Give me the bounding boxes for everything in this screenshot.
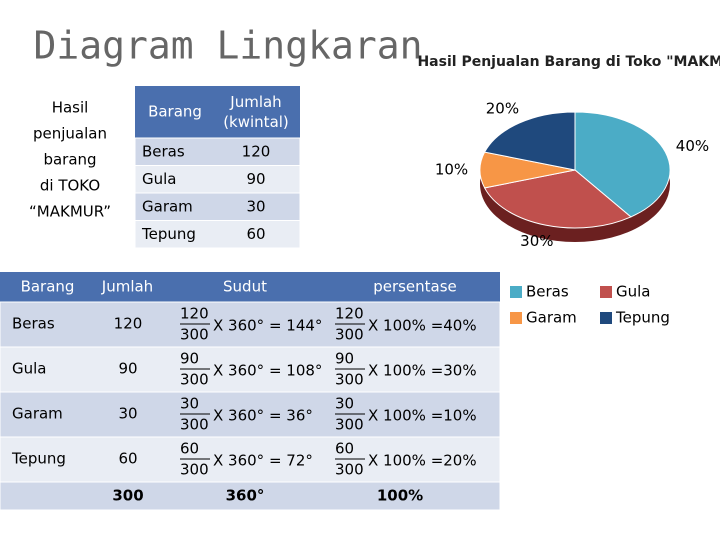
table-cell: Garam xyxy=(12,405,63,423)
legend-swatch xyxy=(600,312,612,324)
table-cell: 90 xyxy=(246,170,265,188)
table-header-cell: persentase xyxy=(373,278,457,296)
table-row xyxy=(134,165,301,194)
table-header-cell: Jumlah xyxy=(101,278,153,296)
legend-swatch xyxy=(510,312,522,324)
table-cell: Gula xyxy=(12,360,47,378)
table-header-cell: Jumlah (kwintal) xyxy=(223,93,289,131)
pie-label: 30% xyxy=(520,232,553,250)
fraction-numerator: 90 xyxy=(335,350,354,368)
table-cell: 60 xyxy=(246,225,265,243)
slide-title: Diagram Lingkaran xyxy=(34,24,423,68)
fraction-denominator: 300 xyxy=(180,416,209,434)
pie-label: 40% xyxy=(676,137,709,155)
table-header-cell: Sudut xyxy=(223,278,267,296)
legend-label: Gula xyxy=(616,283,651,301)
table-cell: Garam xyxy=(142,198,193,216)
table-cell: 120 xyxy=(114,315,143,333)
side-text: penjualan xyxy=(33,125,107,143)
pie-slice xyxy=(483,169,632,229)
fraction-denominator: 300 xyxy=(180,371,209,389)
table-row xyxy=(134,137,301,166)
table-footer xyxy=(0,481,501,511)
fraction-result: X 360° = 36° xyxy=(213,407,313,425)
table-header xyxy=(0,272,500,302)
table-cell: 60 xyxy=(118,450,137,468)
table-cell: Tepung xyxy=(141,225,196,243)
fraction-numerator: 90 xyxy=(180,350,199,368)
table-cell: 30 xyxy=(118,405,137,423)
legend-label: Garam xyxy=(526,309,577,327)
table-footer-cell: 360° xyxy=(226,487,265,505)
fraction-denominator: 300 xyxy=(180,461,209,479)
pie-slice xyxy=(483,111,576,171)
fraction-result: X 360° = 108° xyxy=(213,362,322,380)
legend-swatch xyxy=(600,286,612,298)
table-footer-cell: 300 xyxy=(112,487,143,505)
side-text: barang xyxy=(43,151,96,169)
fraction-denominator: 300 xyxy=(335,461,364,479)
side-text: Hasil xyxy=(52,99,89,117)
chart-title: Hasil Penjualan Barang di Toko "MAKMUR" xyxy=(417,54,720,70)
table-cell: Beras xyxy=(142,143,185,161)
table-cell: 90 xyxy=(118,360,137,378)
fraction-result: X 100% =10% xyxy=(368,407,477,425)
fraction-result: X 100% =30% xyxy=(368,362,477,380)
fraction-numerator: 30 xyxy=(335,395,354,413)
fraction-denominator: 300 xyxy=(180,326,209,344)
fraction-denominator: 300 xyxy=(335,416,364,434)
fraction-numerator: 60 xyxy=(180,440,199,458)
fraction-result: X 360° = 72° xyxy=(213,452,313,470)
legend-label: Beras xyxy=(526,283,569,301)
pie-label: 20% xyxy=(486,100,519,118)
table-footer-cell: 100% xyxy=(377,487,423,505)
legend-swatch xyxy=(510,286,522,298)
table-header-cell: Barang xyxy=(21,278,75,296)
fraction-denominator: 300 xyxy=(335,326,364,344)
fraction-result: X 100% =40% xyxy=(368,317,477,335)
fraction-numerator: 120 xyxy=(335,305,364,323)
side-text: “MAKMUR” xyxy=(29,203,111,221)
fraction-numerator: 60 xyxy=(335,440,354,458)
table-cell: Gula xyxy=(142,170,177,188)
table-cell: 30 xyxy=(246,198,265,216)
side-text: di TOKO xyxy=(40,177,100,195)
table-header-cell: Barang xyxy=(148,103,202,121)
table-row xyxy=(0,391,501,438)
table-cell: Beras xyxy=(12,315,55,333)
table-row xyxy=(134,220,301,249)
fraction-denominator: 300 xyxy=(335,371,364,389)
table-cell: 120 xyxy=(242,143,271,161)
fraction-result: X 100% =20% xyxy=(368,452,477,470)
table-row xyxy=(134,192,301,221)
fraction-numerator: 120 xyxy=(180,305,209,323)
pie-label: 10% xyxy=(435,161,468,179)
table-header xyxy=(135,86,300,138)
table-row xyxy=(0,436,501,483)
fraction-result: X 360° = 144° xyxy=(213,317,322,335)
fraction-numerator: 30 xyxy=(180,395,199,413)
legend-label: Tepung xyxy=(615,309,670,327)
pie-slice xyxy=(574,111,671,218)
table-cell: Tepung xyxy=(11,450,66,468)
